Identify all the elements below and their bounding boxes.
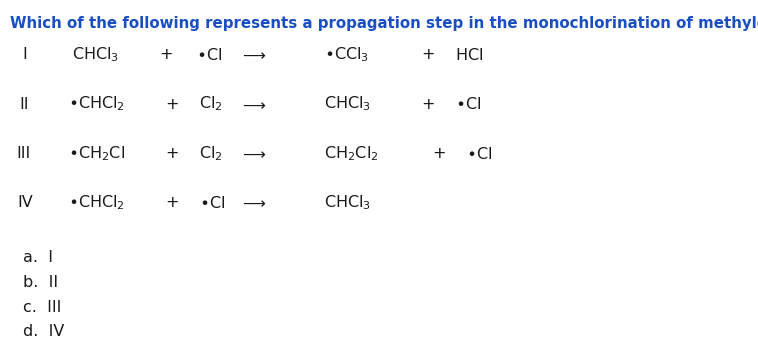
Text: I: I: [23, 47, 27, 62]
Text: d.  IV: d. IV: [23, 324, 64, 339]
Text: Which of the following represents a propagation step in the monochlorination of : Which of the following represents a prop…: [10, 16, 758, 31]
Text: $\longrightarrow$: $\longrightarrow$: [239, 47, 266, 62]
Text: $\bullet\mathrm{Cl}$: $\bullet\mathrm{Cl}$: [196, 47, 222, 63]
Text: $\mathrm{CHCl_3}$: $\mathrm{CHCl_3}$: [72, 46, 119, 64]
Text: $+$: $+$: [165, 97, 179, 112]
Text: IV: IV: [17, 196, 33, 210]
Text: $\mathrm{CHCl_3}$: $\mathrm{CHCl_3}$: [324, 194, 371, 212]
Text: $+$: $+$: [165, 196, 179, 210]
Text: III: III: [17, 146, 31, 161]
Text: $\longrightarrow$: $\longrightarrow$: [239, 146, 266, 161]
Text: $\bullet\mathrm{Cl}$: $\bullet\mathrm{Cl}$: [466, 145, 493, 162]
Text: $\bullet\mathrm{CH_2Cl}$: $\bullet\mathrm{CH_2Cl}$: [68, 144, 125, 163]
Text: $\mathrm{CHCl_3}$: $\mathrm{CHCl_3}$: [324, 95, 371, 113]
Text: $+$: $+$: [421, 97, 434, 112]
Text: a.  I: a. I: [23, 250, 53, 265]
Text: $+$: $+$: [421, 47, 434, 62]
Text: $+$: $+$: [165, 146, 179, 161]
Text: $\bullet\mathrm{CHCl_2}$: $\bullet\mathrm{CHCl_2}$: [68, 194, 125, 212]
Text: b.  II: b. II: [23, 275, 58, 290]
Text: $\bullet\mathrm{CHCl_2}$: $\bullet\mathrm{CHCl_2}$: [68, 95, 125, 113]
Text: $+$: $+$: [432, 146, 446, 161]
Text: $\longrightarrow$: $\longrightarrow$: [239, 97, 266, 112]
Text: $\longrightarrow$: $\longrightarrow$: [239, 196, 266, 210]
Text: c.  III: c. III: [23, 300, 61, 315]
Text: $+$: $+$: [159, 47, 173, 62]
Text: II: II: [19, 97, 29, 112]
Text: $\bullet\mathrm{CCl_3}$: $\bullet\mathrm{CCl_3}$: [324, 46, 369, 64]
Text: $\mathrm{Cl_2}$: $\mathrm{Cl_2}$: [199, 95, 223, 113]
Text: $\mathrm{HCl}$: $\mathrm{HCl}$: [455, 47, 483, 63]
Text: $\mathrm{Cl_2}$: $\mathrm{Cl_2}$: [199, 144, 223, 163]
Text: $\bullet\mathrm{Cl}$: $\bullet\mathrm{Cl}$: [455, 96, 481, 112]
Text: $\mathrm{CH_2Cl_2}$: $\mathrm{CH_2Cl_2}$: [324, 144, 379, 163]
Text: $\bullet\mathrm{Cl}$: $\bullet\mathrm{Cl}$: [199, 195, 226, 211]
